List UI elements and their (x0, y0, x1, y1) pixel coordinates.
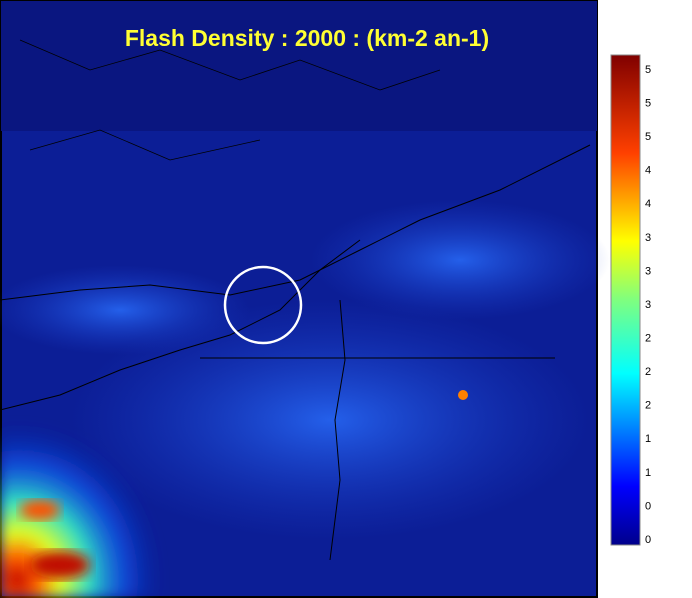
colorbar-label: 1 (645, 433, 651, 445)
colorbar-labels: 5 5 5 4 4 3 3 3 2 2 2 1 1 0 0 (645, 64, 651, 546)
colorbar-label: 5 (645, 97, 651, 109)
map-title: Flash Density : 2000 : (km-2 an-1) (125, 25, 489, 51)
colorbar-label: 3 (645, 265, 651, 277)
colorbar-label: 2 (645, 366, 651, 378)
colorbar-label: 0 (645, 534, 651, 546)
colorbar-label: 3 (645, 232, 651, 244)
colorbar-label: 5 (645, 131, 651, 143)
colorbar-label: 0 (645, 500, 651, 512)
colorbar-label: 5 (645, 64, 651, 76)
colorbar-label: 3 (645, 299, 651, 311)
density-map (0, 0, 610, 598)
colorbar-label: 4 (645, 165, 651, 177)
colorbar-label: 1 (645, 467, 651, 479)
colorbar-label: 2 (645, 332, 651, 344)
colorbar (610, 54, 641, 546)
colorbar-label: 4 (645, 198, 651, 210)
colorbar-label: 2 (645, 400, 651, 412)
